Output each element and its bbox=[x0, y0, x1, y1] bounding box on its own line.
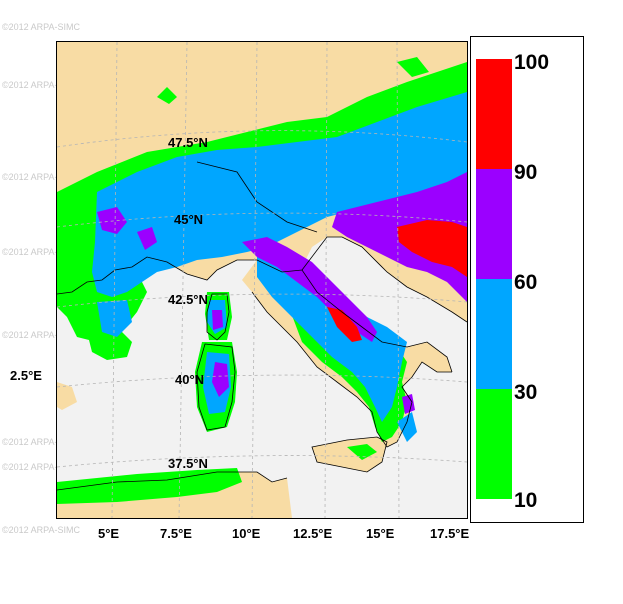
lat-label: 47.5°N bbox=[168, 135, 208, 150]
band-90-100 bbox=[327, 220, 467, 342]
watermark: ©2012 ARPA-SIMC bbox=[2, 437, 80, 447]
watermark: ©2012 ARPA-SIMC bbox=[2, 22, 80, 32]
legend-band-10-30 bbox=[476, 389, 512, 499]
watermark: ©2012 ARPA-SIMC bbox=[2, 247, 80, 257]
lon-label: 7.5°E bbox=[160, 526, 192, 541]
graticule bbox=[57, 42, 467, 518]
watermark: ©2012 ARPA-SIMC bbox=[2, 330, 80, 340]
land-baleares bbox=[57, 382, 77, 410]
legend-tick-label: 100 bbox=[514, 51, 550, 74]
watermark: ©2012 ARPA-SIMC bbox=[2, 172, 80, 182]
lon-label: 15°E bbox=[366, 526, 395, 541]
legend-band-30-60 bbox=[476, 279, 512, 389]
lon-label: 5°E bbox=[98, 526, 120, 541]
lat-label: 37.5°N bbox=[168, 456, 208, 471]
watermark: ©2012 ARPA-SIMC bbox=[2, 80, 80, 90]
coastlines bbox=[57, 161, 467, 491]
map-svg bbox=[57, 42, 467, 518]
watermark: ©2012 ARPA-SIMC bbox=[2, 462, 80, 472]
color-legend: 100 90 60 30 10 bbox=[470, 36, 584, 523]
lon-label: 12.5°E bbox=[293, 526, 333, 541]
legend-band-60-90 bbox=[476, 169, 512, 279]
lon-label: 10°E bbox=[232, 526, 261, 541]
legend-tick-label: 30 bbox=[514, 381, 538, 404]
lat-label: 45°N bbox=[174, 212, 204, 227]
legend-tick-label: 10 bbox=[514, 489, 538, 512]
legend-tick-label: 60 bbox=[514, 271, 538, 294]
legend-tick-label: 90 bbox=[514, 161, 538, 184]
watermark: ©2012 ARPA-SIMC bbox=[2, 525, 80, 535]
lat-label: 40°N bbox=[175, 372, 205, 387]
lon-label: 2.5°E bbox=[10, 368, 42, 383]
legend-band-90-100 bbox=[476, 59, 512, 169]
forecast-map bbox=[56, 41, 468, 519]
lon-label: 17.5°E bbox=[430, 526, 470, 541]
lat-label: 42.5°N bbox=[168, 292, 208, 307]
